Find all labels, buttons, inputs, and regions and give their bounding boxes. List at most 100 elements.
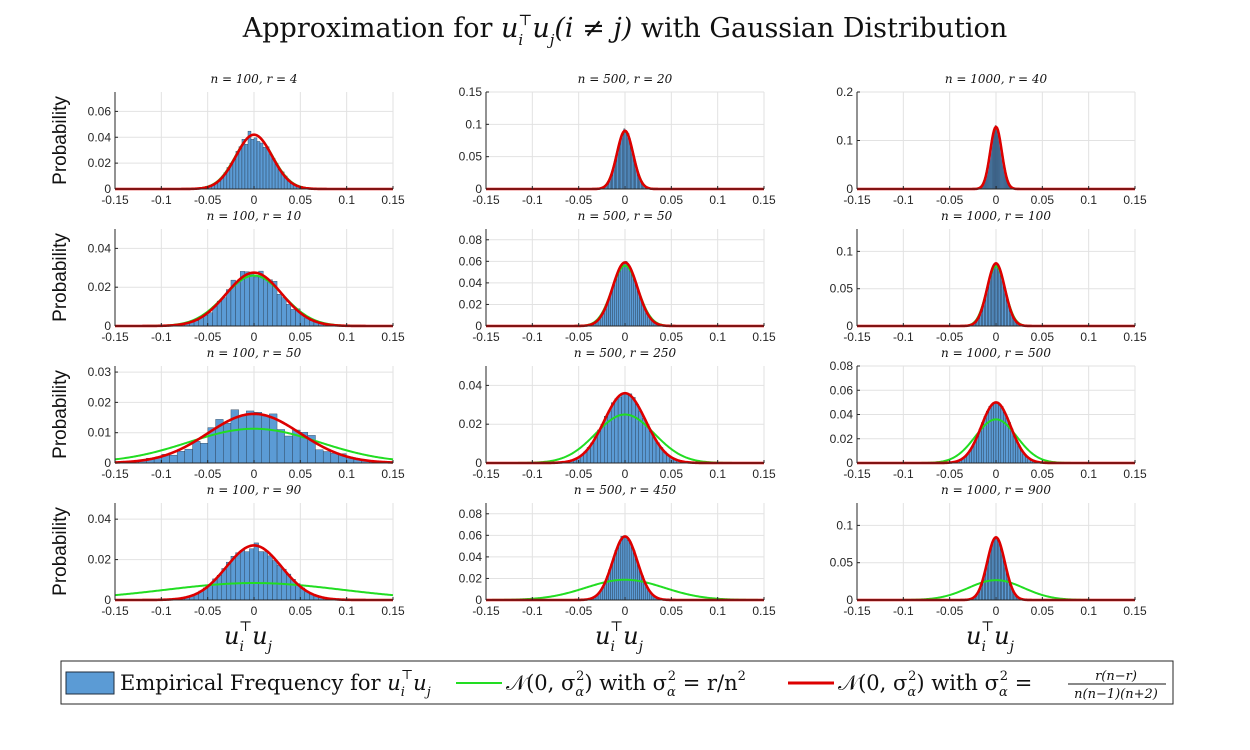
x-tick-label: -0.15 [843,604,871,618]
x-axis-label: ui⊤uj [966,619,1015,655]
histogram-bar [244,144,249,190]
title-math-cond: (i ≠ j) [554,13,632,44]
subplot-title: n = 100, r = 10 [207,209,302,223]
subplot-title: n = 100, r = 4 [211,72,298,86]
legend-red-label: 𝒩(0, σα2) with σα2 = [838,669,1032,700]
y-tick-label: 0.05 [830,556,854,570]
y-tick-label: 0.04 [459,276,483,290]
legend-green-c: = r/n [676,671,738,695]
histogram-bar [991,541,994,601]
legend-red-sup2: 2 [1000,669,1008,684]
histogram-bar [626,265,630,327]
histogram-bar [258,270,264,327]
histogram-bar [648,431,653,464]
histogram-bar [263,278,269,327]
histogram-bar [230,556,236,601]
subplot-4: -0.15 -0.1 -0.05 0 0.05 0.1 0.15 0 0.02 0.04 n = 1… [50,209,405,344]
x-tick-label: -0.1 [522,330,543,344]
x-tick-label: -0.15 [843,467,871,481]
subplot-11: -0.15 -0.1 -0.05 0 0.05 0.1 0.15 0 0.02 0.04 0.06 0… [459,483,776,655]
histogram-bar [631,546,634,601]
x-tick-label: 0 [251,330,258,344]
histogram-bar [622,536,626,601]
legend-red-sub2: α [999,685,1008,700]
figure-title-prefix: Approximation for [242,13,501,44]
histogram-bar [276,294,282,327]
x-tick-label: -0.05 [565,467,593,481]
legend-green-sup3: 2 [738,669,746,684]
y-tick-label: 0.01 [88,426,112,440]
histogram-bar [200,443,209,464]
histogram-bar [998,541,1001,601]
x-axis-label-part: j [1007,639,1015,655]
subplot-title: n = 500, r = 450 [574,483,677,497]
subplot-1: -0.15 -0.1 -0.05 0 0.05 0.1 0.15 0 0.02 0.04 0.06 n… [50,72,405,207]
x-tick-label: 0.15 [381,604,405,618]
histogram-bar [993,402,997,464]
histogram-bar [992,539,995,601]
subplot-10: -0.15 -0.1 -0.05 0 0.05 0.1 0.15 0 0.02 0.04 n = 1… [50,483,405,655]
subplot-6: -0.15 -0.1 -0.05 0 0.05 0.1 0.15 0 0.05 0.1 n = 10… [830,209,1147,344]
histogram-bar [1000,547,1003,601]
legend-frac-num: r(n−r) [1095,669,1137,684]
y-tick-label: 0.08 [459,507,483,521]
legend-green-b: ) with σ [584,671,667,695]
x-tick-label: -0.05 [194,604,222,618]
y-tick-label: 0.02 [459,417,483,431]
x-axis-label-part: u [252,622,267,650]
x-tick-label: -0.05 [565,330,593,344]
x-axis-label: ui⊤uj [595,619,644,655]
x-tick-label: 0.1 [709,330,726,344]
histogram-bar [991,268,994,327]
histogram-bar [618,268,622,327]
x-tick-label: 0 [622,467,629,481]
x-axis-label-part: u [623,622,638,650]
histogram-bar [249,548,255,601]
subplot-2: -0.15 -0.1 -0.05 0 0.05 0.1 0.15 0 0.05 0.1 0.15 n … [459,72,776,207]
x-tick-label: 0 [993,193,1000,207]
histogram-bar [616,272,619,327]
histogram-bar [620,134,623,190]
legend-hist-u2: u [413,671,427,695]
histogram-bar [995,537,998,601]
x-tick-label: 0.05 [289,330,313,344]
y-tick-label: 0 [846,456,853,470]
histogram-bar [258,551,264,601]
x-tick-label: -0.05 [565,604,593,618]
legend: Empirical Frequency for ui⊤uj 𝒩(0, σα2) … [60,660,1174,705]
histogram-bar [192,441,201,464]
histogram-bar [284,435,293,464]
y-tick-label: 0.02 [88,553,112,567]
histogram-bar [995,401,999,464]
histogram-bar [645,424,650,464]
y-tick-label: 0.1 [836,134,853,148]
x-axis-label-part: j [265,639,273,655]
histogram-bar [614,277,617,327]
histogram-bar [235,552,241,601]
x-tick-label: -0.1 [893,193,914,207]
histogram-bar [253,412,262,464]
histogram-bar [624,537,628,601]
histogram-bar [253,137,258,190]
x-tick-label: 0 [622,604,629,618]
x-axis-label-part: i [239,639,243,655]
legend-hist-label: Empirical Frequency for ui⊤uj [120,668,431,700]
histogram-bar [235,282,241,327]
histogram-bar [315,449,324,464]
x-tick-label: -0.15 [843,330,871,344]
x-tick-label: -0.1 [893,467,914,481]
x-tick-label: 0.05 [1031,604,1055,618]
legend-hist-top: ⊤ [401,668,413,683]
legend-hist-u: u [387,671,401,695]
subplot-7: -0.15 -0.1 -0.05 0 0.05 0.1 0.15 0 0.01 0.02 0.03 n… [50,346,405,481]
x-tick-label: 0.15 [381,330,405,344]
x-tick-label: 0.1 [338,604,355,618]
x-axis-label-part: u [224,622,239,650]
subplot-title: n = 1000, r = 500 [941,346,1051,360]
legend-green-sub1: α [575,685,584,700]
x-tick-label: 0.05 [1031,193,1055,207]
x-tick-label: 0.15 [752,604,776,618]
y-tick-label: 0 [475,182,482,196]
histogram-bar [244,271,250,327]
legend-red-sub1: α [907,685,916,700]
